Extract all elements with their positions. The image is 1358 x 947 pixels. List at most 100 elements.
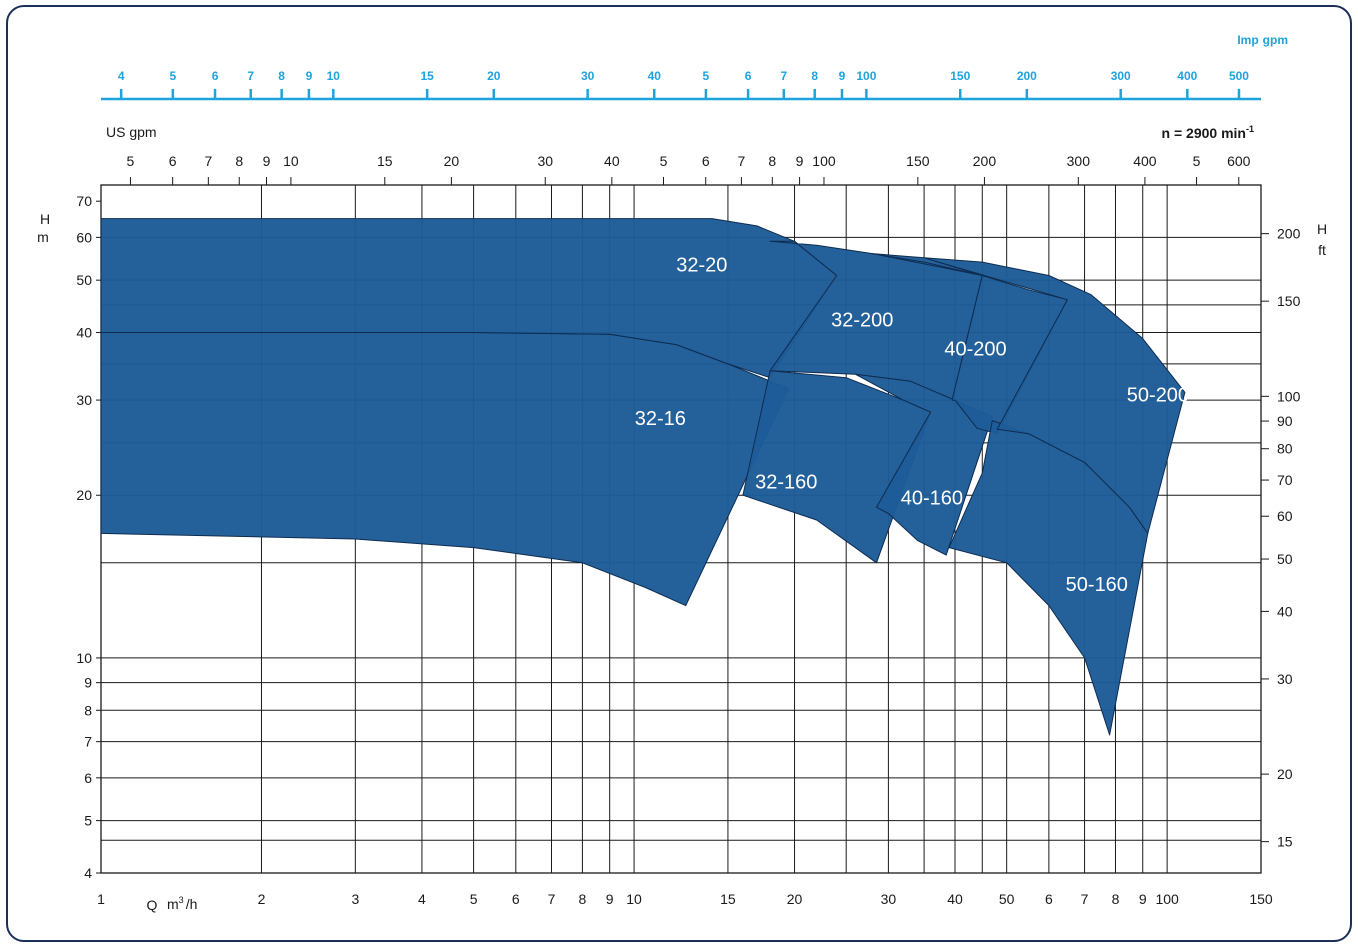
y-right-ticks: 15 20 30 40 50 60 70 80 90 100 150 200 xyxy=(1261,226,1301,850)
x-tick-label: 15 xyxy=(720,891,736,907)
region-32-16 xyxy=(100,332,790,607)
x-tick-label: 1 xyxy=(97,891,105,907)
imp-gpm-tick-label: 150 xyxy=(950,69,970,83)
imp-gpm-tick-label: 40 xyxy=(648,69,662,83)
imp-gpm-tick-label: 300 xyxy=(1111,69,1131,83)
us-gpm-tick-label: 5 xyxy=(660,153,668,169)
us-gpm-tick-label: 9 xyxy=(263,153,271,169)
x-tick-label: 7 xyxy=(1081,891,1089,907)
x-axis-ticks: 1 2 3 4 5 6 7 8 9 10 15 20 30 40 50 6 7 8 9 100 150 xyxy=(97,891,1273,907)
us-gpm-tick-label: 7 xyxy=(204,153,212,169)
imp-gpm-tick-label: 8 xyxy=(811,69,818,83)
x-tick-label: 30 xyxy=(881,891,897,907)
us-gpm-tick-label: 5 xyxy=(1193,153,1201,169)
y-right-tick-label: 70 xyxy=(1277,472,1293,488)
y-right-tick-label: 40 xyxy=(1277,603,1293,619)
us-gpm-tick-label: 8 xyxy=(235,153,243,169)
us-gpm-tick-label: 5 xyxy=(127,153,135,169)
y-right-tick-label: 50 xyxy=(1277,551,1293,567)
x-tick-label: 7 xyxy=(548,891,556,907)
imp-gpm-tick-label: 500 xyxy=(1229,69,1249,83)
x-tick-label: 4 xyxy=(418,891,426,907)
y-left-tick-label: 40 xyxy=(76,325,92,341)
imp-gpm-axis: 4 5 6 7 8 9 10 15 20 30 40 5 6 7 8 9 100 150 200 300 400 500 I… xyxy=(101,33,1288,101)
speed-label: n = 2900 min-1 xyxy=(1162,124,1254,141)
imp-gpm-tick-label: 5 xyxy=(169,69,176,83)
x-tick-label: 10 xyxy=(626,891,642,907)
pump-regions xyxy=(100,218,1186,736)
region-label-50-200: 50-200 xyxy=(1127,385,1189,407)
y-right-tick-label: 20 xyxy=(1277,766,1293,782)
region-32-20 xyxy=(100,218,838,379)
y-left-tick-label: 8 xyxy=(84,702,92,718)
x-tick-label: 6 xyxy=(1045,891,1053,907)
imp-gpm-tick-label: 15 xyxy=(420,69,434,83)
imp-gpm-tick-label: 400 xyxy=(1177,69,1197,83)
us-gpm-tick-label: 7 xyxy=(738,153,746,169)
x-tick-label: 8 xyxy=(1112,891,1120,907)
us-gpm-tick-label: 15 xyxy=(377,153,393,169)
x-tick-label: 100 xyxy=(1155,891,1179,907)
y-right-tick-label: 30 xyxy=(1277,671,1293,687)
x-tick-label: 40 xyxy=(947,891,963,907)
y-left-tick-label: 30 xyxy=(76,392,92,408)
x-tick-label: 9 xyxy=(1139,891,1147,907)
y-left-tick-label: 50 xyxy=(76,272,92,288)
y-left-tick-label: 10 xyxy=(76,650,92,666)
y-right-tick-label: 200 xyxy=(1277,226,1301,242)
imp-gpm-tick-label: 6 xyxy=(745,69,752,83)
us-gpm-tick-label: 200 xyxy=(973,153,997,169)
imp-gpm-tick-label: 6 xyxy=(212,69,219,83)
x-tick-label: 20 xyxy=(787,891,803,907)
region-40-160 xyxy=(854,373,993,556)
imp-gpm-tick-label: 9 xyxy=(306,69,313,83)
region-label-32-20: 32-20 xyxy=(676,254,727,276)
y-left-tick-label: 70 xyxy=(76,193,92,209)
x-tick-label: 5 xyxy=(470,891,478,907)
us-gpm-tick-label: 6 xyxy=(169,153,177,169)
imp-gpm-tick-label: 5 xyxy=(703,69,710,83)
imp-gpm-tick-label: 10 xyxy=(327,69,341,83)
us-gpm-tick-label: 600 xyxy=(1227,153,1251,169)
x-tick-label: 3 xyxy=(351,891,359,907)
us-gpm-tick-label: 150 xyxy=(906,153,930,169)
us-gpm-tick-label: 30 xyxy=(537,153,553,169)
x-axis-label: Q xyxy=(147,897,158,913)
region-label-32-200: 32-200 xyxy=(831,309,893,331)
x-tick-label: 8 xyxy=(579,891,587,907)
x-tick-label: 50 xyxy=(999,891,1015,907)
imp-gpm-tick-label: 200 xyxy=(1017,69,1037,83)
imp-gpm-tick-label: 7 xyxy=(780,69,787,83)
region-label-50-160: 50-160 xyxy=(1066,574,1128,596)
y-left-tick-label: 60 xyxy=(76,229,92,245)
us-gpm-tick-label: 20 xyxy=(444,153,460,169)
us-gpm-tick-label: 9 xyxy=(796,153,804,169)
us-gpm-tick-label: 300 xyxy=(1067,153,1091,169)
y-left-unit-label: m xyxy=(37,229,49,245)
y-left-tick-label: 6 xyxy=(84,770,92,786)
region-50-200 xyxy=(923,257,1186,534)
y-right-tick-label: 80 xyxy=(1277,441,1293,457)
y-right-tick-label: 90 xyxy=(1277,413,1293,429)
x-tick-label: 2 xyxy=(258,891,266,907)
y-right-tick-label: 60 xyxy=(1277,508,1293,524)
y-right-unit-label: ft xyxy=(1318,242,1326,258)
imp-gpm-tick-label: 30 xyxy=(581,69,595,83)
us-gpm-tick-label: 100 xyxy=(812,153,836,169)
imp-gpm-tick-label: 20 xyxy=(487,69,501,83)
x-tick-label: 9 xyxy=(606,891,614,907)
y-left-tick-label: 7 xyxy=(84,734,92,750)
x-axis-unit-label: m3/h xyxy=(167,895,197,912)
imp-gpm-tick-label: 9 xyxy=(839,69,846,83)
us-gpm-tick-label: 400 xyxy=(1133,153,1157,169)
imp-gpm-label: Imp gpm xyxy=(1237,33,1288,47)
region-label-40-200: 40-200 xyxy=(944,338,1006,360)
us-gpm-tick-label: 40 xyxy=(604,153,620,169)
y-left-tick-label: 9 xyxy=(84,675,92,691)
y-right-tick-label: 15 xyxy=(1277,834,1293,850)
us-gpm-tick-label: 6 xyxy=(702,153,710,169)
y-left-tick-label: 5 xyxy=(84,813,92,829)
us-gpm-label: US gpm xyxy=(106,124,157,140)
imp-gpm-tick-label: 4 xyxy=(118,69,125,83)
